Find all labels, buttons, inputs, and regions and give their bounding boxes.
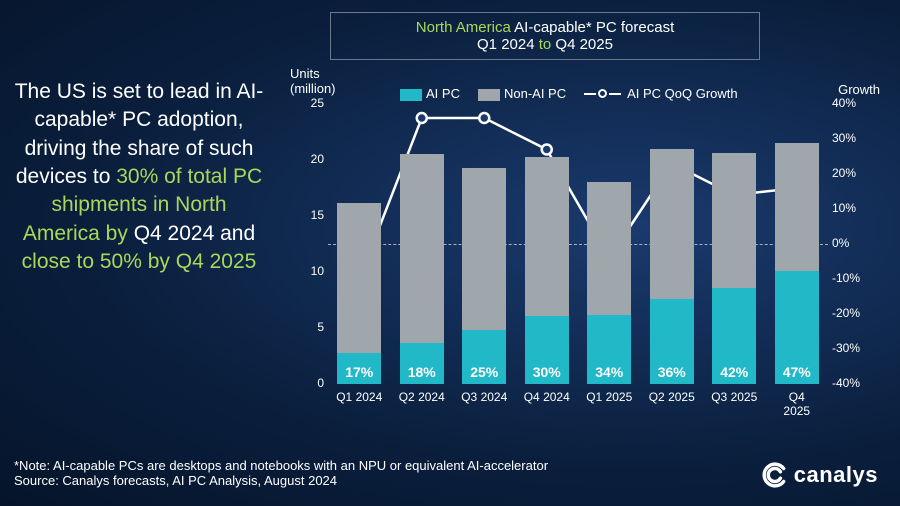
bar-pct-label: 34% <box>587 364 631 380</box>
bar-pct-label: 47% <box>775 364 819 380</box>
legend-growth-label: AI PC QoQ Growth <box>627 86 738 101</box>
legend-non-label: Non-AI PC <box>504 86 566 101</box>
bar-group: 18% <box>400 154 444 384</box>
y-tick-left: 5 <box>298 320 324 334</box>
bar-non-ai <box>775 143 819 271</box>
bar-group: 17% <box>337 203 381 384</box>
x-tick: Q4 2024 <box>524 390 570 404</box>
forecast-chart: Units (million) Growth AI PC Non-AI PC A… <box>280 68 880 438</box>
legend-non: Non-AI PC <box>478 86 566 101</box>
legend-line-icon <box>584 93 596 95</box>
bar-non-ai <box>650 149 694 299</box>
legend-ai-swatch <box>400 89 422 101</box>
growth-marker <box>479 113 489 123</box>
y-tick-right: 10% <box>832 201 866 215</box>
y-tick-right: -40% <box>832 376 866 390</box>
y-tick-left: 10 <box>298 264 324 278</box>
y-tick-right: -10% <box>832 271 866 285</box>
y-tick-right: 20% <box>832 166 866 180</box>
title-to: to <box>539 36 552 53</box>
y-tick-left: 15 <box>298 208 324 222</box>
legend-marker-icon <box>598 89 607 98</box>
x-tick: Q1 2025 <box>586 390 632 404</box>
footnote-note: *Note: AI-capable PCs are desktops and n… <box>14 458 548 473</box>
y-axis-right-label: Growth <box>838 82 880 97</box>
growth-marker <box>417 113 427 123</box>
title-topic: AI-capable* PC forecast <box>511 19 674 36</box>
chart-footnote: *Note: AI-capable PCs are desktops and n… <box>14 458 548 488</box>
legend-line-icon-2 <box>609 93 621 95</box>
bar-non-ai <box>525 157 569 316</box>
narrative-mid: Q4 2024 <box>134 222 220 245</box>
title-end: Q4 2025 <box>551 36 613 53</box>
bar-non-ai <box>587 182 631 314</box>
narrative-text: The US is set to lead in AI-capable* PC … <box>14 78 264 276</box>
bar-non-ai <box>462 168 506 330</box>
legend-ai-label: AI PC <box>426 86 460 101</box>
y-tick-right: -20% <box>832 306 866 320</box>
y-tick-left: 0 <box>298 376 324 390</box>
y-tick-left: 25 <box>298 96 324 110</box>
bar-group: 25% <box>462 168 506 384</box>
bar-group: 47% <box>775 143 819 384</box>
x-tick: Q1 2024 <box>336 390 382 404</box>
footnote-source: Source: Canalys forecasts, AI PC Analysi… <box>14 473 548 488</box>
brand-logo: canalys <box>762 462 878 488</box>
y-tick-right: 30% <box>832 131 866 145</box>
bar-group: 36% <box>650 149 694 384</box>
bar-non-ai <box>337 203 381 353</box>
x-tick: Q3 2025 <box>711 390 757 404</box>
bar-group: 42% <box>712 153 756 384</box>
legend-growth: AI PC QoQ Growth <box>584 86 738 101</box>
x-tick: Q3 2024 <box>461 390 507 404</box>
bar-pct-label: 42% <box>712 364 756 380</box>
bar-pct-label: 30% <box>525 364 569 380</box>
bar-pct-label: 25% <box>462 364 506 380</box>
chart-title-box: North America AI-capable* PC forecast Q1… <box>330 12 760 60</box>
title-region: North America <box>416 19 511 36</box>
plot-area: 0510152025-40%-30%-20%-10%0%10%20%30%40%… <box>328 104 828 384</box>
title-start: Q1 2024 <box>477 36 539 53</box>
bar-pct-label: 18% <box>400 364 444 380</box>
bar-group: 34% <box>587 182 631 384</box>
y-tick-right: -30% <box>832 341 866 355</box>
legend-ai: AI PC <box>400 86 460 101</box>
growth-marker <box>542 145 552 155</box>
x-tick: Q2 2025 <box>649 390 695 404</box>
bar-non-ai <box>400 154 444 342</box>
chart-legend: AI PC Non-AI PC AI PC QoQ Growth <box>400 86 738 101</box>
narrative-and: and <box>220 222 255 245</box>
bar-group: 30% <box>525 157 569 384</box>
y-tick-left: 20 <box>298 152 324 166</box>
x-tick: Q4 2025 <box>781 390 812 418</box>
legend-non-swatch <box>478 89 500 101</box>
y-axis-left-label: Units (million) <box>290 66 350 96</box>
narrative-hl2: close to 50% by Q4 2025 <box>22 250 257 273</box>
y-tick-right: 40% <box>832 96 866 110</box>
brand-name: canalys <box>794 462 878 488</box>
brand-logo-icon <box>762 462 788 488</box>
x-tick: Q2 2024 <box>399 390 445 404</box>
y-tick-right: 0% <box>832 236 866 250</box>
bar-non-ai <box>712 153 756 287</box>
bar-pct-label: 36% <box>650 364 694 380</box>
bar-pct-label: 17% <box>337 364 381 380</box>
